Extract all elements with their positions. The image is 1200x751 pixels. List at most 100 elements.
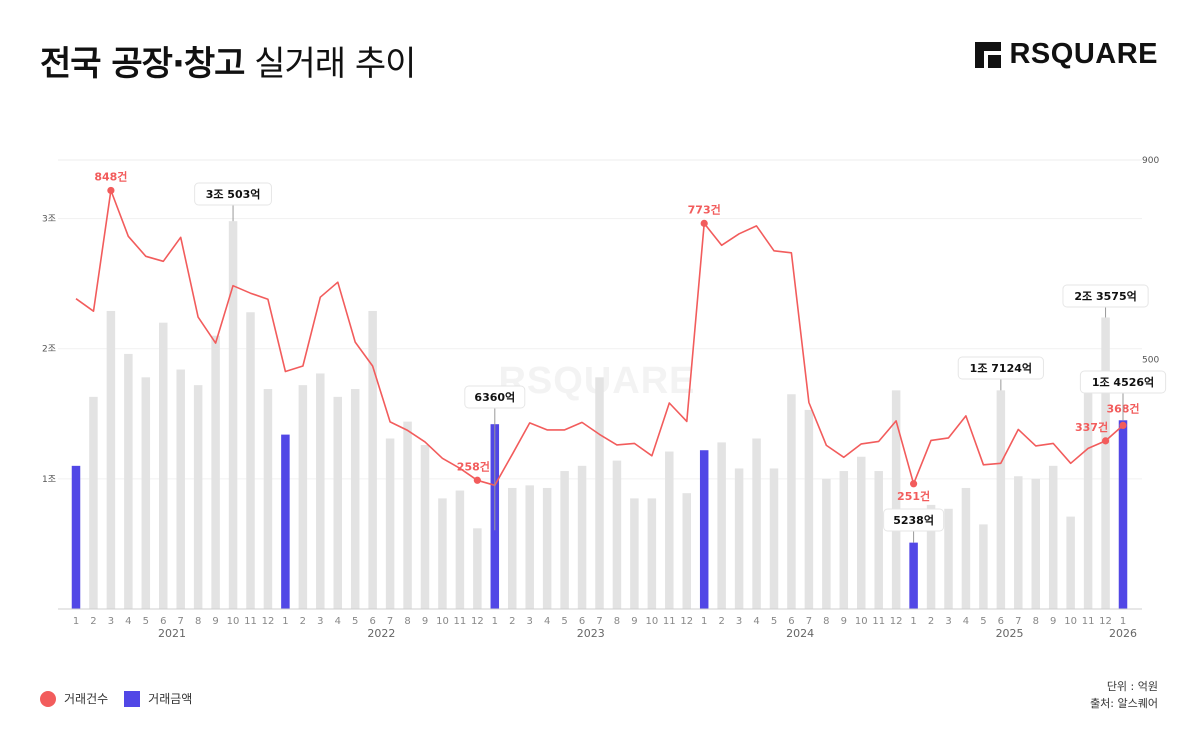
x-tick-label: 6 xyxy=(788,616,794,627)
x-tick-label: 5 xyxy=(771,616,777,627)
x-tick-label: 2 xyxy=(928,616,934,627)
legend-count-label: 거래건수 xyxy=(64,692,109,706)
bar-amount xyxy=(542,487,552,609)
bar-amount xyxy=(263,389,273,609)
x-tick-label: 9 xyxy=(631,616,637,627)
x-tick-label: 7 xyxy=(806,616,812,627)
line-point-marker xyxy=(700,219,708,227)
title-bold: 전국 공장·창고 xyxy=(40,44,245,84)
line-point-label: 258건 xyxy=(457,459,490,473)
bar-amount xyxy=(525,485,534,609)
x-tick-label: 9 xyxy=(841,616,847,627)
callout-box xyxy=(883,508,945,532)
bar-amount xyxy=(926,504,936,609)
bar-highlight xyxy=(281,434,290,609)
bar-amount xyxy=(211,335,220,609)
bar-amount xyxy=(333,396,342,609)
legend: 거래건수 거래금액 xyxy=(40,690,192,707)
bar-amount xyxy=(1031,478,1040,609)
callout-box xyxy=(957,356,1044,380)
left-axis-tick-label: 3조 xyxy=(42,215,56,225)
x-tick-label: 8 xyxy=(195,616,201,627)
x-tick-label: 10 xyxy=(855,616,868,627)
bar-amount xyxy=(577,465,587,609)
line-point-label: 848건 xyxy=(94,169,127,183)
legend-line-swatch xyxy=(40,690,56,707)
x-tick-label: 9 xyxy=(1050,616,1056,627)
callout-label: 3조 503억 xyxy=(206,188,261,201)
bar-amount xyxy=(734,468,744,609)
x-tick-label: 3 xyxy=(736,616,742,627)
bar-amount xyxy=(159,322,168,609)
left-axis-tick-label: 2조 xyxy=(42,345,56,355)
bar-amount xyxy=(316,373,325,609)
bar-amount xyxy=(403,421,412,609)
x-tick-label: 1 xyxy=(910,616,916,627)
bar-amount xyxy=(385,438,395,609)
x-tick-label: 5 xyxy=(980,616,986,627)
callout-box xyxy=(1062,284,1149,308)
year-label: 2025 xyxy=(996,627,1024,640)
x-tick-label: 1 xyxy=(492,616,498,627)
x-tick-label: 6 xyxy=(998,616,1004,627)
page-title: 전국 공장·창고 실거래 추이 xyxy=(40,36,416,85)
bar-amount xyxy=(612,460,622,609)
line-point-marker xyxy=(1119,421,1127,430)
x-tick-label: 4 xyxy=(125,616,131,627)
x-tick-label: 2 xyxy=(300,616,306,627)
line-point-marker xyxy=(473,476,481,484)
unit-note: 단위 : 억원 xyxy=(1106,680,1158,693)
x-tick-label: 1 xyxy=(701,616,707,627)
x-tick-label: 8 xyxy=(614,616,620,627)
footer-notes: 단위 : 억원 출처: 알스퀘어 xyxy=(1090,678,1158,712)
x-tick-label: 12 xyxy=(262,616,275,627)
bar-amount xyxy=(246,312,255,609)
bar-amount xyxy=(438,498,447,609)
x-tick-label: 3 xyxy=(527,616,533,627)
x-tick-label: 2 xyxy=(90,616,96,627)
x-tick-label: 8 xyxy=(823,616,829,627)
bar-amount xyxy=(874,471,883,609)
line-point-marker xyxy=(107,186,115,195)
bar-amount xyxy=(455,490,465,609)
x-tick-label: 12 xyxy=(471,616,484,627)
bar-highlight xyxy=(699,450,709,609)
x-tick-label: 4 xyxy=(753,616,759,627)
callout-label: 1조 7124억 xyxy=(970,362,1032,375)
x-tick-label: 1 xyxy=(1120,616,1126,627)
bar-amount xyxy=(141,377,151,609)
bar-amount xyxy=(228,221,238,609)
source-note: 출처: 알스퀘어 xyxy=(1090,697,1158,710)
line-point-label: 251건 xyxy=(897,489,930,503)
year-label: 2021 xyxy=(158,627,186,640)
x-tick-label: 12 xyxy=(1099,616,1112,627)
x-tick-label: 6 xyxy=(369,616,375,627)
x-tick-label: 7 xyxy=(596,616,602,627)
callout-label: 2조 3575억 xyxy=(1074,290,1136,303)
bar-amount xyxy=(1066,516,1075,609)
x-tick-label: 10 xyxy=(227,616,240,627)
x-tick-label: 9 xyxy=(422,616,428,627)
x-tick-label: 1 xyxy=(73,616,79,627)
bar-amount xyxy=(979,524,988,609)
x-tick-label: 10 xyxy=(436,616,449,627)
right-axis-tick-label: 900 xyxy=(1142,156,1159,166)
bar-amount xyxy=(839,471,849,609)
year-label: 2022 xyxy=(367,627,395,640)
bar-amount xyxy=(804,409,814,609)
x-tick-label: 11 xyxy=(454,616,467,627)
x-tick-label: 6 xyxy=(160,616,166,627)
bar-amount xyxy=(665,451,674,609)
logo-mark-icon xyxy=(975,41,1002,68)
bar-amount xyxy=(106,310,116,609)
bar-amount xyxy=(298,385,308,609)
bar-amount xyxy=(769,468,779,609)
legend-amount-label: 거래금액 xyxy=(148,692,193,706)
bar-amount xyxy=(473,528,482,609)
callout-label: 5238억 xyxy=(893,514,934,527)
x-tick-label: 7 xyxy=(1015,616,1021,627)
bar-amount xyxy=(560,471,569,609)
bar-amount xyxy=(193,385,203,609)
x-tick-label: 8 xyxy=(404,616,410,627)
